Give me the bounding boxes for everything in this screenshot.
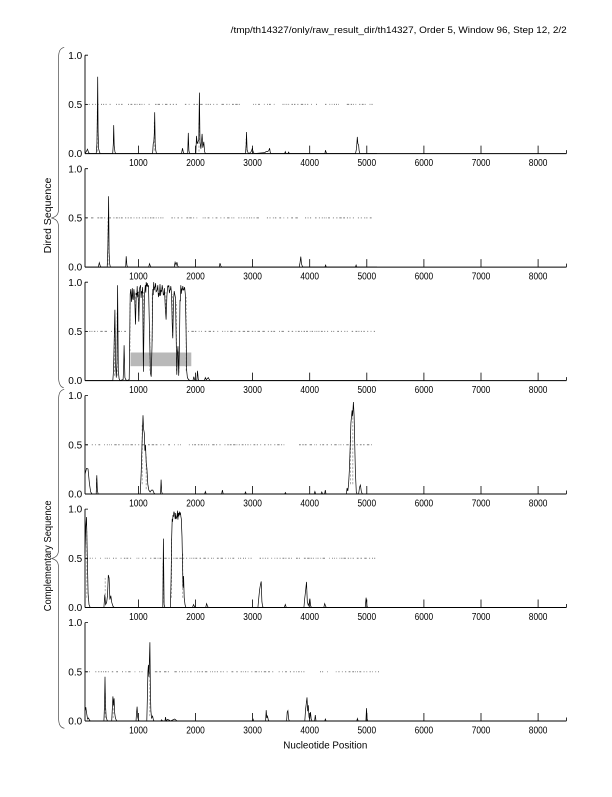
svg-text:4000: 4000 bbox=[300, 498, 319, 509]
svg-text:1000: 1000 bbox=[129, 385, 148, 396]
svg-text:1.0: 1.0 bbox=[68, 164, 82, 175]
svg-text:1.0: 1.0 bbox=[68, 391, 82, 402]
svg-text:7000: 7000 bbox=[472, 612, 491, 623]
svg-text:8000: 8000 bbox=[529, 272, 548, 283]
svg-text:6000: 6000 bbox=[415, 158, 434, 169]
svg-text:1.0: 1.0 bbox=[68, 278, 82, 289]
svg-text:8000: 8000 bbox=[529, 158, 548, 169]
svg-text:5000: 5000 bbox=[358, 158, 377, 169]
svg-text:1000: 1000 bbox=[129, 272, 148, 283]
svg-text:8000: 8000 bbox=[529, 498, 548, 509]
svg-text:0.0: 0.0 bbox=[68, 490, 82, 501]
svg-text:7000: 7000 bbox=[472, 725, 491, 736]
svg-text:2000: 2000 bbox=[186, 272, 205, 283]
svg-text:2000: 2000 bbox=[186, 612, 205, 623]
svg-text:0.5: 0.5 bbox=[68, 440, 82, 451]
svg-text:0.0: 0.0 bbox=[68, 149, 82, 160]
svg-text:0.5: 0.5 bbox=[68, 214, 82, 225]
svg-text:8000: 8000 bbox=[529, 385, 548, 396]
svg-text:5000: 5000 bbox=[358, 498, 377, 509]
svg-text:Dired Sequence: Dired Sequence bbox=[43, 177, 54, 253]
svg-text:1000: 1000 bbox=[129, 725, 148, 736]
svg-text:1.0: 1.0 bbox=[68, 505, 82, 516]
svg-text:Complementary Sequence: Complementary Sequence bbox=[43, 500, 54, 611]
svg-text:3000: 3000 bbox=[243, 725, 262, 736]
svg-text:4000: 4000 bbox=[300, 385, 319, 396]
svg-text:5000: 5000 bbox=[358, 612, 377, 623]
svg-text:1000: 1000 bbox=[129, 498, 148, 509]
svg-text:7000: 7000 bbox=[472, 385, 491, 396]
svg-text:0.0: 0.0 bbox=[68, 717, 82, 728]
svg-text:4000: 4000 bbox=[300, 158, 319, 169]
svg-text:/tmp/th14327/only/raw_result_d: /tmp/th14327/only/raw_result_dir/th14327… bbox=[231, 25, 567, 35]
svg-text:8000: 8000 bbox=[529, 612, 548, 623]
svg-text:3000: 3000 bbox=[243, 158, 262, 169]
svg-text:7000: 7000 bbox=[472, 498, 491, 509]
svg-text:5000: 5000 bbox=[358, 725, 377, 736]
svg-text:2000: 2000 bbox=[186, 158, 205, 169]
svg-text:2000: 2000 bbox=[186, 498, 205, 509]
svg-text:0.5: 0.5 bbox=[68, 667, 82, 678]
svg-text:3000: 3000 bbox=[243, 498, 262, 509]
svg-text:6000: 6000 bbox=[415, 725, 434, 736]
svg-text:0.0: 0.0 bbox=[68, 603, 82, 614]
svg-text:2000: 2000 bbox=[186, 385, 205, 396]
svg-text:1000: 1000 bbox=[129, 612, 148, 623]
svg-text:6000: 6000 bbox=[415, 498, 434, 509]
svg-text:8000: 8000 bbox=[529, 725, 548, 736]
svg-text:4000: 4000 bbox=[300, 725, 319, 736]
svg-text:3000: 3000 bbox=[243, 385, 262, 396]
svg-text:3000: 3000 bbox=[243, 612, 262, 623]
svg-text:4000: 4000 bbox=[300, 272, 319, 283]
svg-text:Nucleotide Position: Nucleotide Position bbox=[283, 740, 367, 751]
svg-text:1.0: 1.0 bbox=[68, 618, 82, 629]
svg-text:0.0: 0.0 bbox=[68, 376, 82, 387]
svg-text:7000: 7000 bbox=[472, 272, 491, 283]
svg-text:5000: 5000 bbox=[358, 385, 377, 396]
svg-text:6000: 6000 bbox=[415, 612, 434, 623]
svg-text:6000: 6000 bbox=[415, 272, 434, 283]
svg-text:2000: 2000 bbox=[186, 725, 205, 736]
svg-text:0.5: 0.5 bbox=[68, 554, 82, 565]
svg-text:0.5: 0.5 bbox=[68, 100, 82, 111]
svg-text:3000: 3000 bbox=[243, 272, 262, 283]
svg-text:1000: 1000 bbox=[129, 158, 148, 169]
svg-text:1.0: 1.0 bbox=[68, 51, 82, 62]
svg-text:6000: 6000 bbox=[415, 385, 434, 396]
svg-text:4000: 4000 bbox=[300, 612, 319, 623]
svg-text:5000: 5000 bbox=[358, 272, 377, 283]
svg-text:7000: 7000 bbox=[472, 158, 491, 169]
svg-text:0.0: 0.0 bbox=[68, 263, 82, 274]
svg-text:0.5: 0.5 bbox=[68, 327, 82, 338]
